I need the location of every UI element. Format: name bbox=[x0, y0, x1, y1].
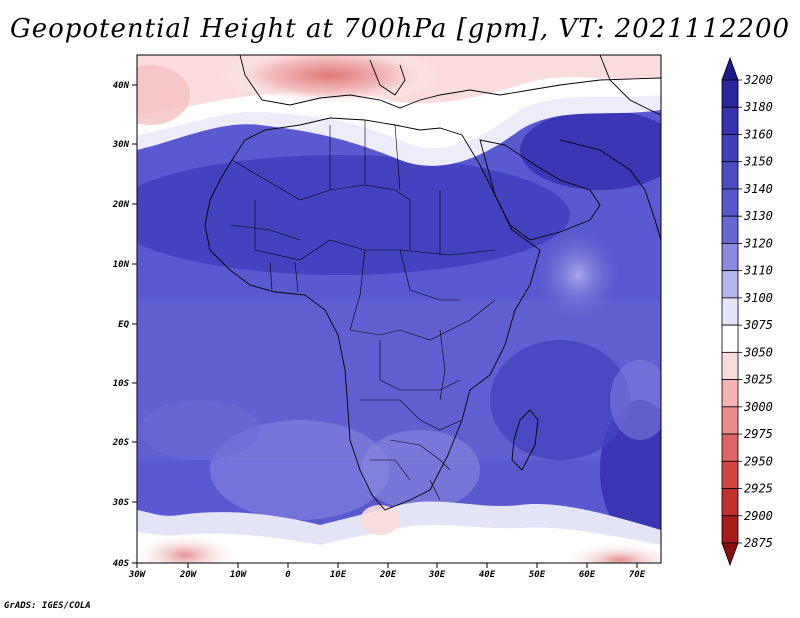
colorbar-segment bbox=[721, 134, 739, 163]
footer-credit: GrADS: IGES/COLA bbox=[4, 601, 91, 611]
colorbar-label: 3200 bbox=[743, 73, 773, 87]
lat-label-10n: 10N bbox=[113, 260, 130, 270]
colorbar-segment bbox=[721, 515, 739, 544]
colorbar-segment bbox=[721, 243, 739, 272]
colorbar-segment bbox=[721, 406, 739, 435]
colorbar-label: 3130 bbox=[743, 209, 773, 223]
plot-frame bbox=[136, 54, 662, 564]
colorbar-segment bbox=[721, 188, 739, 217]
lon-label-70e: 70E bbox=[629, 570, 646, 580]
colorbar-label: 3120 bbox=[743, 236, 773, 250]
colorbar-segment bbox=[721, 106, 739, 135]
lat-label-30n: 30N bbox=[112, 140, 130, 150]
colorbar-label: 3180 bbox=[743, 100, 773, 114]
lon-label-0: 0 bbox=[285, 570, 291, 580]
country-borders bbox=[229, 120, 496, 501]
colorbar-label: 3100 bbox=[743, 291, 773, 305]
axis-ticks bbox=[132, 84, 638, 568]
colorbar-label: 2875 bbox=[744, 536, 773, 550]
lat-label-40s: 40S bbox=[113, 559, 130, 569]
lon-label-10w: 10W bbox=[230, 570, 248, 580]
colorbar-label: 3025 bbox=[743, 373, 773, 387]
lon-label-20w: 20W bbox=[179, 570, 198, 580]
colorbar-segment bbox=[721, 215, 739, 244]
coastlines bbox=[204, 55, 661, 511]
lat-label-10s: 10S bbox=[113, 379, 130, 389]
lon-label-20e: 20E bbox=[379, 570, 397, 580]
colorbar-label: 2900 bbox=[744, 509, 773, 523]
lon-label-30w: 30W bbox=[128, 570, 147, 580]
colorbar-label: 3050 bbox=[743, 345, 773, 359]
colorbar-label: 3075 bbox=[743, 318, 773, 332]
colorbar-label: 3110 bbox=[743, 264, 773, 278]
colorbar-segment bbox=[721, 379, 739, 408]
lat-label-30s: 30S bbox=[112, 498, 130, 508]
lat-label-20s: 20S bbox=[112, 438, 130, 448]
colorbar-label: 3160 bbox=[743, 127, 773, 141]
colorbar-label: 2925 bbox=[744, 482, 773, 496]
colorbar-segment bbox=[721, 161, 739, 190]
colorbar-top-arrow bbox=[721, 56, 739, 81]
colorbar-segment bbox=[721, 324, 739, 353]
lon-label-40e: 40E bbox=[479, 570, 496, 580]
lat-label-40n: 40N bbox=[113, 81, 130, 91]
colorbar-segment bbox=[721, 297, 739, 326]
colorbar-segment bbox=[721, 488, 739, 517]
colorbar-segment bbox=[721, 433, 739, 462]
colorbar-segment bbox=[721, 351, 739, 380]
colorbar-bottom-arrow bbox=[721, 542, 739, 567]
lon-label-50e: 50E bbox=[529, 570, 546, 580]
lon-label-30e: 30E bbox=[428, 570, 446, 580]
lat-label-20n: 20N bbox=[112, 200, 130, 210]
colorbar-label: 2975 bbox=[744, 427, 773, 441]
colorbar-segment bbox=[721, 270, 739, 299]
colorbar-segment bbox=[721, 79, 739, 108]
colorbar: 3200 3180 3160 3150 3140 3130 3120 3110 3100 3075… bbox=[721, 56, 773, 567]
colorbar-label: 3000 bbox=[743, 400, 773, 414]
colorbar-label: 3150 bbox=[743, 155, 773, 169]
colorbar-label: 3140 bbox=[743, 182, 773, 196]
lon-label-10e: 10E bbox=[330, 570, 347, 580]
lat-label-eq: EQ bbox=[118, 320, 129, 330]
lon-label-60e: 60E bbox=[579, 570, 596, 580]
colorbar-segment bbox=[721, 460, 739, 489]
chart-title: Geopotential Height at 700hPa [gpm], VT:… bbox=[9, 14, 791, 44]
colorbar-label: 2950 bbox=[744, 454, 773, 468]
shaded-field bbox=[137, 55, 661, 563]
